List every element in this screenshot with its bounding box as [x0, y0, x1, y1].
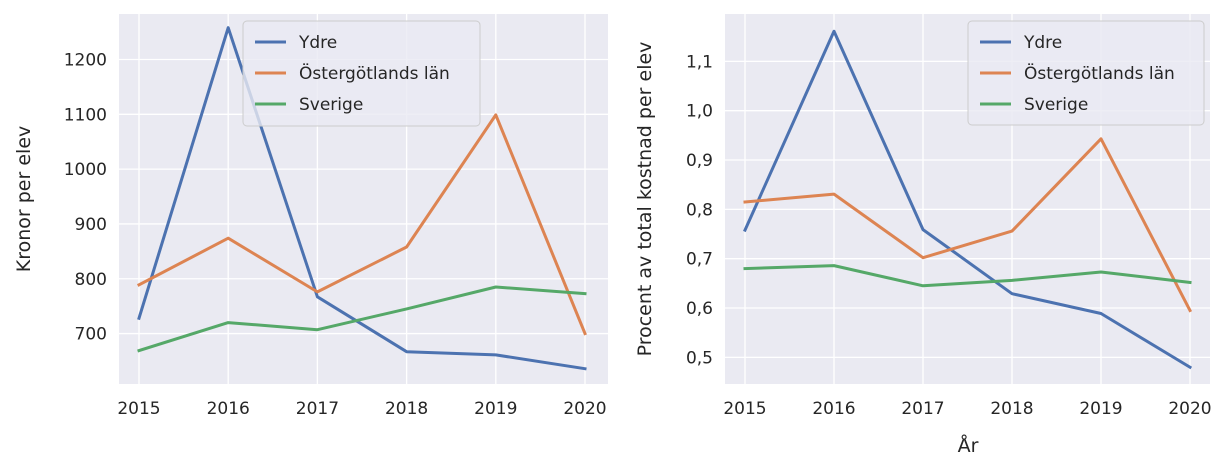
y-tick-label: 1,1 [686, 52, 713, 72]
legend-label: Ydre [298, 33, 337, 53]
y-axis-title-right: Procent av total kostnad per elev [634, 42, 656, 357]
y-tick-label: 700 [75, 325, 107, 345]
y-tick-label: 900 [75, 215, 107, 235]
series-line-2 [137, 285, 587, 353]
y-tick-label: 0,7 [686, 250, 713, 270]
x-tick-label: 2019 [1079, 399, 1122, 419]
legend-label: Sverige [299, 95, 363, 115]
series-lines-left [136, 26, 587, 371]
y-tick-label: 1100 [64, 105, 107, 125]
y-tick-label: 0,9 [686, 151, 713, 171]
y-tick-label: 1000 [64, 160, 107, 180]
x-tick-label: 2017 [901, 399, 944, 419]
legend-label: Östergötlands län [299, 62, 450, 84]
series-line-2 [743, 264, 1192, 288]
series-line-1 [136, 113, 587, 336]
series-line-1 [743, 137, 1193, 313]
y-tick-label: 800 [75, 270, 107, 290]
y-tick-label: 0,8 [686, 200, 713, 220]
series-line-0 [743, 29, 1193, 370]
x-axis-title-right: År [958, 434, 979, 457]
x-tick-label: 2015 [117, 399, 160, 419]
x-tick-label: 2016 [207, 399, 250, 419]
y-tick-labels-right: 0,5 0,6 0,7 0,8 0,9 1,0 1,1 [686, 52, 713, 368]
y-tick-label: 0,5 [686, 348, 713, 368]
x-tick-label: 2018 [385, 399, 428, 419]
x-tick-label: 2015 [723, 399, 766, 419]
legend-left: Ydre Östergötlands län Sverige [242, 20, 481, 127]
legend-box-left [242, 20, 481, 127]
legend-label: Ydre [1023, 33, 1062, 53]
legend-box-right [967, 20, 1205, 126]
legend-label: Östergötlands län [1024, 62, 1175, 84]
x-tick-label: 2020 [1168, 399, 1211, 419]
chart-right: 0,50,60,70,80,91,01,1 2015 2016 2017 2018 20… [634, 14, 1212, 457]
y-axis-title-left: Kronor per elev [13, 126, 35, 273]
y-tick-label: 1,0 [686, 102, 713, 122]
series-lines-right [743, 29, 1193, 370]
x-tick-labels-right: 2015 2016 2017 2018 2019 2020 [723, 399, 1211, 419]
legend-label: Sverige [1024, 95, 1088, 115]
y-tick-label: 1200 [64, 50, 107, 70]
x-tick-label: 2020 [563, 399, 606, 419]
x-tick-label: 2019 [474, 399, 517, 419]
series-line-0 [137, 26, 587, 371]
legend-right: Ydre Östergötlands län Sverige [967, 20, 1205, 126]
x-tick-label: 2017 [296, 399, 339, 419]
x-tick-label: 2016 [812, 399, 855, 419]
y-tick-labels-left: 700 800 900 1000 1100 1200 [64, 50, 107, 344]
x-tick-label: 2018 [990, 399, 1033, 419]
y-tick-label: 0,6 [686, 299, 713, 319]
x-tick-labels-left: 2015 2016 2017 2018 2019 2020 [117, 399, 606, 419]
